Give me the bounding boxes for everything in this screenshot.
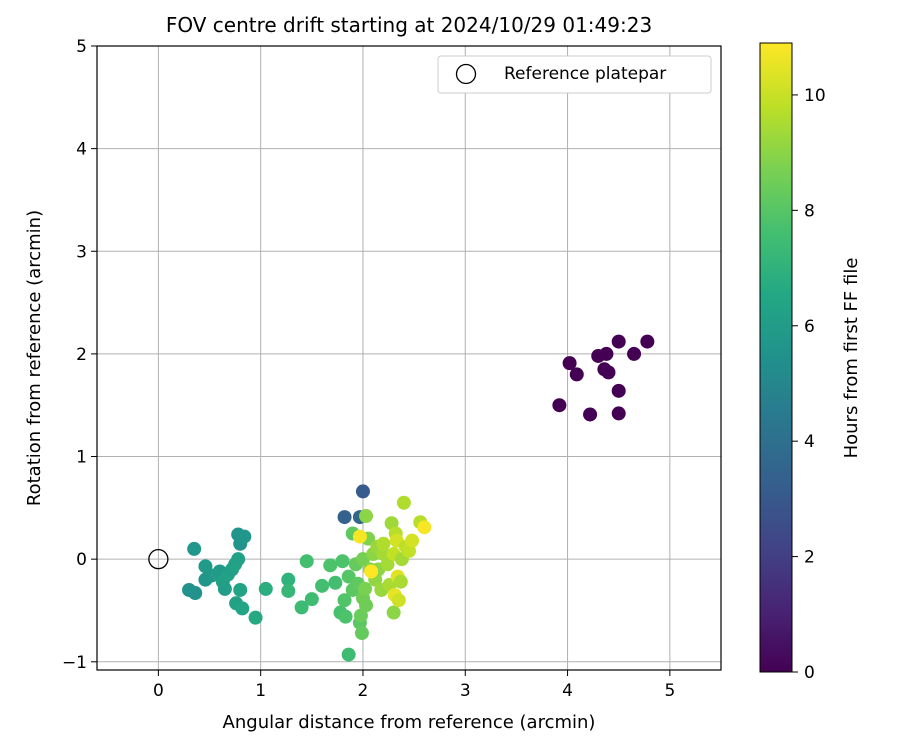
- data-point: [359, 509, 374, 524]
- x-tick-label: 5: [664, 681, 675, 701]
- x-tick-label: 1: [255, 681, 266, 701]
- colorbar-tick-label: 4: [804, 432, 815, 452]
- colorbar: 0 2 4 6 8 10 Hours from first FF file: [759, 42, 862, 683]
- data-point: [352, 529, 367, 544]
- data-point: [359, 598, 374, 613]
- data-point: [640, 334, 655, 349]
- data-point: [391, 593, 406, 608]
- data-points: [182, 334, 655, 662]
- data-point: [569, 367, 584, 382]
- data-point: [315, 578, 330, 593]
- data-point: [364, 564, 379, 579]
- y-tick-label: 0: [76, 550, 87, 570]
- colorbar-tick-label: 10: [804, 86, 826, 106]
- colorbar-tick-label: 0: [804, 663, 815, 683]
- y-axis-ticks: −1 0 1 2 3 4 5: [62, 37, 97, 673]
- data-point: [337, 510, 352, 525]
- x-tick-label: 0: [153, 681, 164, 701]
- y-axis-label: Rotation from reference (arcmin): [24, 210, 45, 506]
- legend-marker: [455, 63, 477, 85]
- data-point: [552, 398, 567, 413]
- x-axis-label: Angular distance from reference (arcmin): [223, 712, 596, 733]
- legend-box: [437, 55, 712, 94]
- data-point: [281, 583, 296, 598]
- data-point: [386, 605, 401, 620]
- colorbar-label: Hours from first FF file: [841, 258, 862, 459]
- data-point: [281, 572, 296, 587]
- data-point: [294, 600, 309, 615]
- data-point: [380, 557, 395, 572]
- data-point: [627, 346, 642, 361]
- data-point: [393, 574, 408, 589]
- legend: Reference platepar: [437, 55, 712, 94]
- data-point: [338, 609, 353, 624]
- data-point: [405, 533, 420, 548]
- x-tick-label: 2: [358, 681, 369, 701]
- colorbar-ticks: 0 2 4 6 8 10: [792, 86, 826, 683]
- data-point: [258, 581, 273, 596]
- y-tick-label: 3: [76, 242, 87, 262]
- data-point: [335, 554, 350, 569]
- data-point: [323, 558, 338, 573]
- data-point: [231, 552, 246, 567]
- data-point: [188, 586, 203, 601]
- data-point: [235, 601, 250, 616]
- legend-label: Reference platepar: [504, 64, 666, 84]
- plot-frame: [96, 45, 722, 671]
- data-point: [187, 541, 202, 556]
- x-tick-label: 4: [562, 681, 573, 701]
- colorbar-tick-label: 2: [804, 548, 815, 568]
- data-point: [611, 334, 626, 349]
- data-point: [396, 495, 411, 510]
- data-point: [611, 383, 626, 398]
- data-point: [417, 520, 432, 535]
- colorbar-gradient: [759, 42, 793, 673]
- data-point: [562, 356, 577, 371]
- y-tick-label: 4: [76, 140, 87, 160]
- x-tick-label: 3: [460, 681, 471, 701]
- colorbar-tick-label: 8: [804, 201, 815, 221]
- data-point: [599, 346, 614, 361]
- data-point: [237, 529, 252, 544]
- data-point: [337, 593, 352, 608]
- data-point: [299, 554, 314, 569]
- data-point: [217, 581, 232, 596]
- data-point: [248, 610, 263, 625]
- data-point: [328, 575, 343, 590]
- y-tick-label: 2: [76, 345, 87, 365]
- data-point: [354, 626, 369, 641]
- data-point: [341, 647, 356, 662]
- reference-marker: [148, 549, 169, 570]
- data-point: [233, 582, 248, 597]
- y-tick-label: 5: [76, 37, 87, 57]
- data-point: [304, 592, 319, 607]
- data-point: [601, 365, 616, 380]
- chart-title: FOV centre drift starting at 2024/10/29 …: [166, 13, 652, 37]
- data-point: [358, 581, 373, 596]
- x-axis-ticks: 0 1 2 3 4 5: [153, 670, 675, 701]
- y-tick-label: 1: [76, 448, 87, 468]
- grid-lines: [97, 45, 721, 670]
- colorbar-tick-label: 6: [804, 317, 815, 337]
- data-point: [611, 406, 626, 421]
- y-tick-label: −1: [62, 653, 87, 673]
- data-point: [355, 484, 370, 499]
- data-point: [376, 536, 391, 551]
- data-point: [583, 407, 598, 422]
